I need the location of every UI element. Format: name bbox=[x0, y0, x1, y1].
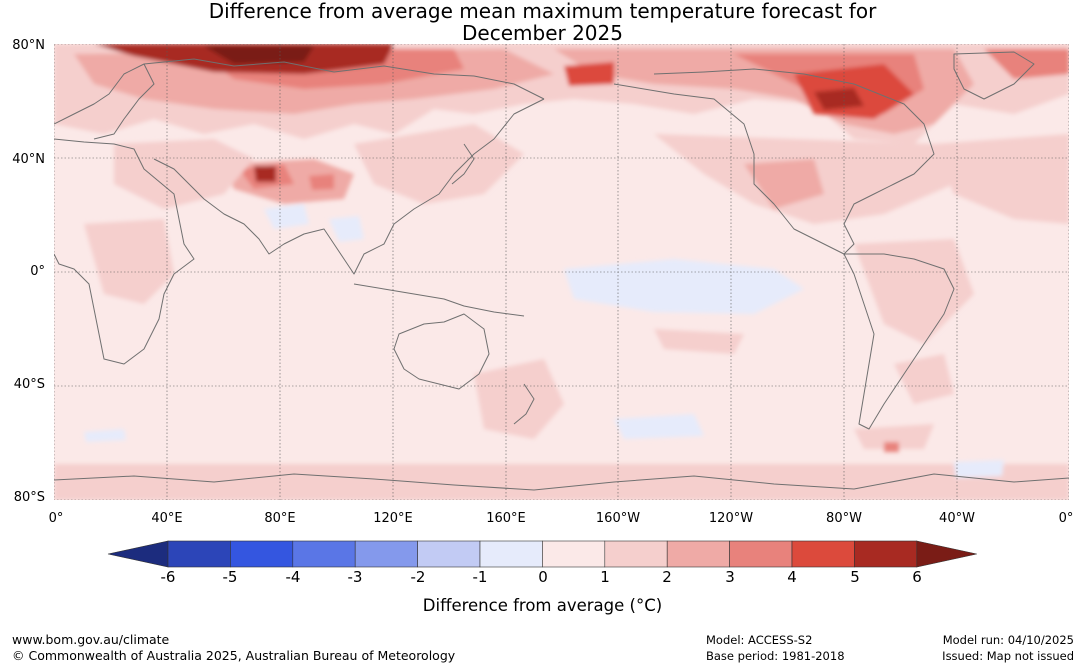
anomaly-region-australia bbox=[474, 359, 564, 439]
colorbar-tick-label: 1 bbox=[600, 568, 610, 586]
colorbar-tick-label: 4 bbox=[787, 568, 797, 586]
lon-label-120w: 120°W bbox=[708, 511, 754, 526]
coastline-australia bbox=[393, 313, 490, 390]
lon-label-80w: 80°W bbox=[826, 511, 862, 526]
anomaly-region-atlantic bbox=[934, 134, 1069, 224]
lat-label-40n: 40°N bbox=[12, 152, 45, 167]
colorbar-tick-label: -6 bbox=[160, 568, 176, 586]
anomaly-region-greenland bbox=[984, 49, 1069, 79]
lon-label-40e: 40°E bbox=[151, 511, 183, 526]
graticule bbox=[54, 44, 1069, 500]
anomaly-region-mideast bbox=[114, 139, 254, 209]
footer-base-period: Base period: 1981-2018 bbox=[706, 649, 845, 663]
anomaly-region-mexico bbox=[744, 159, 824, 209]
coastline-japan bbox=[451, 143, 475, 185]
colorbar-segment bbox=[791, 540, 855, 568]
colorbar-tick-label: -2 bbox=[410, 568, 426, 586]
colorbar-tick-label: 0 bbox=[538, 568, 548, 586]
anomaly-region-southern-ocean bbox=[54, 464, 1069, 500]
anomaly-region-equatorial-pacific-cool bbox=[564, 259, 804, 314]
colorbar-segment bbox=[666, 540, 730, 568]
lat-label-equator: 0° bbox=[30, 264, 45, 279]
lat-label-80s: 80°S bbox=[13, 490, 45, 505]
colorbar-tick-label: 2 bbox=[662, 568, 672, 586]
anomaly-region-south-america bbox=[854, 239, 974, 344]
anomaly-region-southern-cool-3 bbox=[954, 460, 1004, 478]
coastline-new-zealand bbox=[513, 383, 535, 425]
colorbar-segment bbox=[292, 540, 356, 568]
lon-label-160w: 160°W bbox=[595, 511, 641, 526]
coastlines bbox=[54, 51, 1069, 491]
coastline-asia-north bbox=[143, 58, 545, 100]
footer-copyright: © Commonwealth of Australia 2025, Austra… bbox=[12, 648, 456, 663]
coastline-maritime-continent bbox=[353, 283, 525, 317]
colorbar-tick-label: 3 bbox=[725, 568, 735, 586]
coastline-asia-east bbox=[153, 98, 545, 275]
temperature-anomaly-map bbox=[54, 44, 1069, 500]
anomaly-region-tibet-core bbox=[254, 166, 276, 182]
lon-label-0-right: 0° bbox=[1058, 511, 1074, 526]
lat-label-80n: 80°N bbox=[12, 38, 45, 53]
anomaly-region-southern-cool-1 bbox=[84, 429, 126, 442]
anomaly-region-south-pacific bbox=[654, 329, 744, 354]
coastline-africa bbox=[54, 138, 195, 365]
map-title-line2: December 2025 bbox=[462, 21, 623, 45]
colorbar-tick-label: -5 bbox=[222, 568, 238, 586]
anomaly-region-south-atlantic-core bbox=[884, 442, 899, 452]
anomaly-region-south-atlantic bbox=[854, 424, 934, 449]
footer-website: www.bom.gov.au/climate bbox=[12, 632, 170, 647]
colorbar-tick-label: 6 bbox=[912, 568, 922, 586]
lon-label-0-left: 0° bbox=[48, 511, 64, 526]
colorbar bbox=[107, 540, 977, 568]
lat-label-40s: 40°S bbox=[13, 377, 45, 392]
lon-label-160e: 160°E bbox=[486, 511, 526, 526]
colorbar-segment bbox=[167, 540, 231, 568]
colorbar-segment bbox=[729, 540, 793, 568]
coastline-north-america bbox=[613, 68, 935, 255]
colorbar-segment bbox=[417, 540, 481, 568]
anomaly-region-africa bbox=[84, 219, 174, 304]
anomaly-region-southern-cool-2 bbox=[614, 414, 704, 439]
anomaly-region-indochina-cool bbox=[329, 216, 364, 242]
anomaly-region-tibet-east bbox=[309, 174, 334, 190]
colorbar-tick-label: 5 bbox=[850, 568, 860, 586]
footer-issued: Issued: Map not issued bbox=[942, 649, 1074, 663]
footer-model-run: Model run: 04/10/2025 bbox=[942, 633, 1074, 647]
colorbar-extend-low bbox=[107, 540, 169, 568]
colorbar-tick-label: -4 bbox=[285, 568, 301, 586]
colorbar-tick-label: -1 bbox=[472, 568, 488, 586]
lon-label-80e: 80°E bbox=[264, 511, 296, 526]
coastline-antarctica bbox=[54, 473, 1069, 491]
anomaly-region-hudson-core bbox=[814, 88, 864, 110]
lon-label-40w: 40°W bbox=[939, 511, 975, 526]
anomaly-regions bbox=[54, 44, 1069, 500]
footer-model: Model: ACCESS-S2 bbox=[706, 633, 813, 647]
colorbar-segment bbox=[854, 540, 918, 568]
colorbar-segment bbox=[542, 540, 606, 568]
anomaly-region-siberia-core-dark bbox=[204, 46, 314, 64]
coastline-south-america bbox=[843, 253, 955, 430]
anomaly-region-china bbox=[354, 124, 524, 204]
colorbar-segment bbox=[354, 540, 418, 568]
coastline-greenland bbox=[953, 51, 1035, 100]
colorbar-segment bbox=[230, 540, 294, 568]
colorbar-tick-label: -3 bbox=[347, 568, 363, 586]
anomaly-region-beringia bbox=[564, 62, 614, 86]
anomaly-region-south-asia-cool bbox=[264, 204, 309, 229]
colorbar-segment bbox=[479, 540, 543, 568]
colorbar-segment bbox=[604, 540, 668, 568]
lon-label-120e: 120°E bbox=[373, 511, 413, 526]
colorbar-extend-high bbox=[916, 540, 977, 568]
map-title-line1: Difference from average mean maximum tem… bbox=[208, 0, 877, 23]
colorbar-title: Difference from average (°C) bbox=[422, 596, 663, 615]
